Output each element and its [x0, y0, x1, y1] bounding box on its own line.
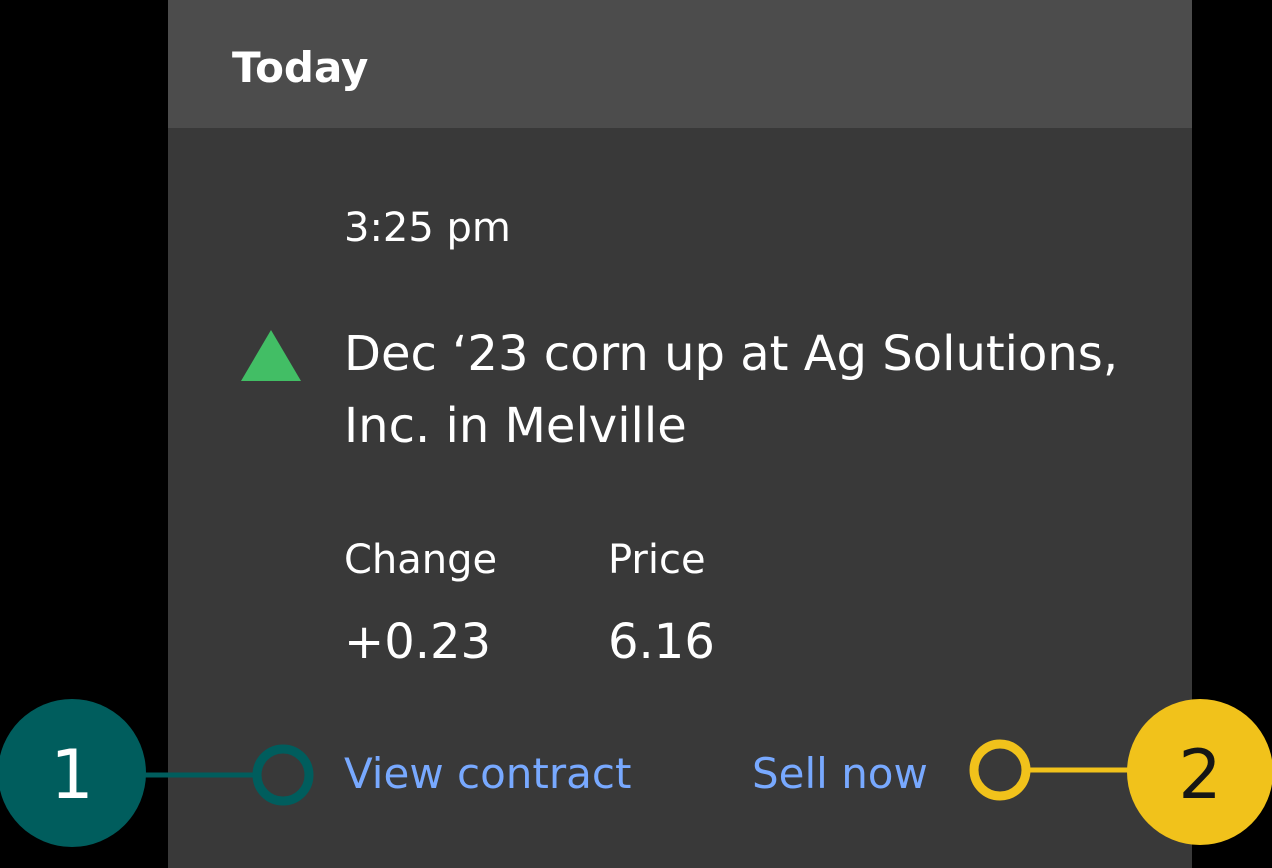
view-contract-link[interactable]: View contract: [344, 749, 632, 798]
card-header: Today: [168, 0, 1192, 128]
sell-now-link[interactable]: Sell now: [752, 749, 928, 798]
header-title: Today: [232, 43, 369, 92]
marker-1-number: 1: [50, 736, 93, 815]
triangle-up-icon: [241, 330, 301, 381]
marker-1-badge: [0, 699, 146, 847]
notification-card: Today 3:25 pm Dec ‘23 corn up at Ag Solu…: [168, 0, 1192, 868]
stat-price: Price 6.16: [608, 532, 715, 670]
notification-time: 3:25 pm: [344, 205, 511, 251]
notification-headline: Dec ‘23 corn up at Ag Solutions, Inc. in…: [344, 326, 1119, 454]
change-label: Change: [344, 537, 498, 583]
stat-change: Change +0.23: [344, 532, 497, 670]
price-value: 6.16: [608, 614, 715, 670]
price-label: Price: [608, 537, 706, 583]
change-value: +0.23: [344, 614, 492, 670]
